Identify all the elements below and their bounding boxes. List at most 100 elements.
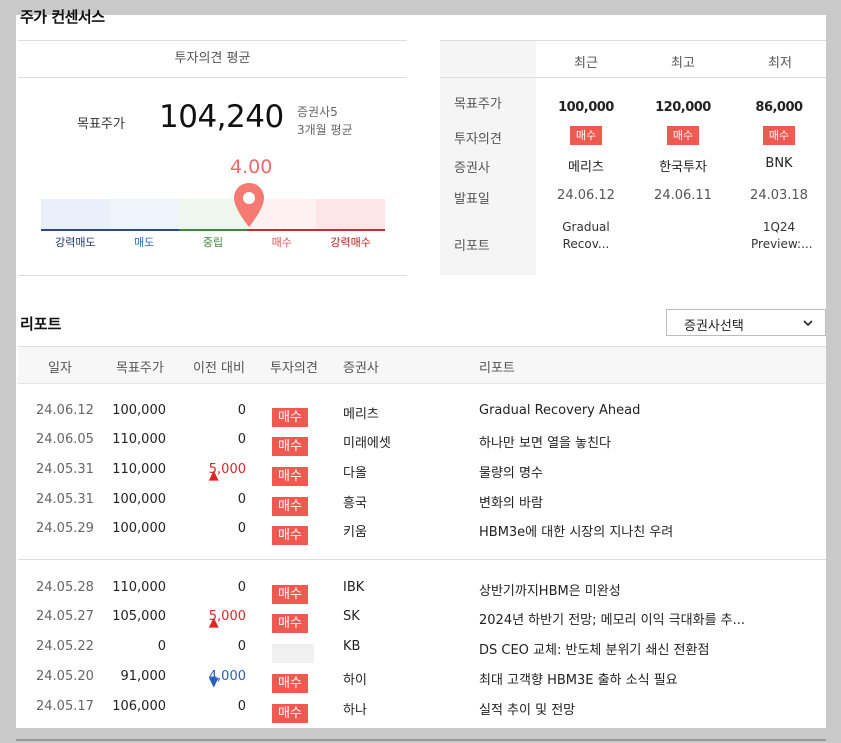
row-date: 24.05.31 bbox=[36, 492, 94, 507]
row-change: 0 bbox=[176, 432, 246, 447]
row-change-value: 0 bbox=[237, 699, 246, 714]
row-target-price: 0 bbox=[157, 639, 166, 654]
table-row[interactable]: 24.05.17 106,000 0 매수 하나 실적 추이 및 전망 bbox=[18, 693, 826, 723]
table-row[interactable]: 24.05.31 100,000 0 매수 흥국 변화의 바람 bbox=[18, 486, 826, 516]
table-row[interactable]: 24.05.31 110,000 ▲ 5,000 매수 다올 물량의 명수 bbox=[18, 456, 826, 486]
high-opinion: 매수 bbox=[635, 126, 731, 145]
row-change-value: 0 bbox=[237, 639, 246, 654]
row-broker: 다올 bbox=[343, 466, 367, 481]
table-row[interactable]: 24.06.05 110,000 0 매수 미래에셋 하나만 보면 열을 놓친다 bbox=[18, 426, 826, 456]
row-label-target: 목표주가 bbox=[454, 97, 502, 112]
reports-title: 리포트 bbox=[20, 315, 62, 333]
row-label-column bbox=[440, 41, 536, 275]
broker-select-value: 증권사선택 bbox=[684, 319, 744, 334]
broker-select-dropdown[interactable]: 증권사선택 bbox=[666, 309, 826, 336]
row-date: 24.05.28 bbox=[36, 580, 94, 595]
row-change-value: 0 bbox=[237, 580, 246, 595]
row-broker: 흥국 bbox=[343, 496, 367, 511]
low-date: 24.03.18 bbox=[750, 188, 808, 203]
table-row[interactable]: 24.05.28 110,000 0 매수 IBK 상반기까지HBM은 미완성 bbox=[18, 574, 826, 604]
opinion-tag: 매수 bbox=[272, 526, 308, 545]
high-date: 24.06.11 bbox=[654, 188, 712, 203]
opinion-average-panel: 투자의견 평균 목표주가 104,240 증권사5 3개월 평균 4.00 강력… bbox=[18, 40, 407, 276]
row-broker: 하나 bbox=[343, 703, 367, 718]
recent-report-link[interactable]: Gradual Recov... bbox=[562, 220, 610, 251]
row-date: 24.06.05 bbox=[36, 432, 94, 447]
row-date: 24.06.12 bbox=[36, 403, 94, 418]
header-report: 리포트 bbox=[479, 361, 515, 376]
average-period: 3개월 평균 bbox=[297, 123, 353, 137]
table-row[interactable]: 24.05.29 100,000 0 매수 키움 HBM3e에 대한 시장의 지나친 우려 bbox=[18, 515, 826, 545]
row-target-price: 106,000 bbox=[112, 699, 166, 714]
brokers-count: 증권사5 bbox=[297, 105, 338, 119]
bottom-border bbox=[16, 739, 826, 741]
header-date: 일자 bbox=[48, 361, 72, 376]
opinion-average-header: 투자의견 평균 bbox=[18, 41, 407, 78]
row-target-price: 110,000 bbox=[112, 462, 166, 477]
page-title: 주가 컨센서스 bbox=[20, 8, 105, 26]
row-date: 24.05.31 bbox=[36, 462, 94, 477]
row-target-price: 105,000 bbox=[112, 609, 166, 624]
header-divider bbox=[440, 77, 826, 78]
opinion-tag: 매수 bbox=[272, 497, 308, 516]
row-broker: 하이 bbox=[343, 673, 367, 688]
row-change-value: 0 bbox=[237, 492, 246, 507]
row-report-link[interactable]: 상반기까지HBM은 미완성 bbox=[479, 584, 621, 599]
low-opinion: 매수 bbox=[731, 126, 827, 145]
low-report-link[interactable]: 1Q24 Preview:... bbox=[751, 220, 813, 251]
header-broker: 증권사 bbox=[343, 361, 379, 376]
opinion-tag: 매수 bbox=[569, 126, 603, 145]
row-report-link[interactable]: 실적 추이 및 전망 bbox=[479, 703, 576, 718]
row-date: 24.05.22 bbox=[36, 639, 94, 654]
row-change-value: 0 bbox=[237, 521, 246, 536]
row-broker: 메리츠 bbox=[343, 407, 379, 422]
target-price-meta: 증권사5 3개월 평균 bbox=[297, 103, 353, 139]
gauge-labels: 강력매도 매도 중립 매수 강력매수 bbox=[41, 234, 385, 250]
column-header-high: 최고 bbox=[671, 56, 695, 71]
opinion-tag: 매수 bbox=[272, 467, 308, 486]
table-row[interactable]: 24.05.22 0 0 KB DS CEO 교체: 반도체 분위기 쇄신 전환점 bbox=[18, 633, 826, 663]
gauge-segment-strong-buy bbox=[316, 199, 385, 231]
row-change: 0 bbox=[176, 492, 246, 507]
row-date: 24.05.27 bbox=[36, 609, 94, 624]
opinion-tag: 매수 bbox=[666, 126, 700, 145]
table-row[interactable]: 24.05.27 105,000 ▲ 5,000 매수 SK 2024년 하반기 전망; 메… bbox=[18, 603, 826, 633]
row-report-link[interactable]: DS CEO 교체: 반도체 분위기 쇄신 전환점 bbox=[479, 643, 710, 658]
row-report-link[interactable]: 물량의 명수 bbox=[479, 466, 543, 481]
opinion-tag: 매수 bbox=[272, 437, 308, 456]
row-target-price: 100,000 bbox=[112, 492, 166, 507]
row-broker: 미래에셋 bbox=[343, 436, 391, 451]
row-date: 24.05.29 bbox=[36, 521, 94, 536]
chevron-down-icon bbox=[803, 320, 813, 327]
reports-table-header: 일자 목표주가 이전 대비 투자의견 증권사 리포트 bbox=[18, 346, 826, 384]
recent-high-low-panel: 목표주가 투자의견 증권사 발표일 리포트 최근 최고 최저 100,000 1… bbox=[440, 40, 826, 275]
row-report-link[interactable]: Gradual Recovery Ahead bbox=[479, 403, 641, 418]
row-target-price: 100,000 bbox=[112, 521, 166, 536]
row-report-link[interactable]: 변화의 바람 bbox=[479, 496, 543, 511]
row-change: ▲ 5,000 bbox=[176, 462, 246, 483]
column-header-low: 최저 bbox=[768, 56, 792, 71]
row-change: 0 bbox=[176, 639, 246, 654]
map-pin-icon bbox=[234, 183, 264, 227]
row-report-link[interactable]: 2024년 하반기 전망; 메모리 이익 극대화를 추... bbox=[479, 613, 746, 628]
gauge-segment-sell bbox=[109, 199, 179, 231]
table-row[interactable]: 24.05.20 91,000 ▼ 4,000 매수 하이 최대 고객향 HBM3E 출하 … bbox=[18, 663, 826, 693]
up-triangle-icon: ▲ bbox=[208, 468, 219, 483]
down-triangle-icon: ▼ bbox=[208, 675, 219, 690]
opinion-tag: 매수 bbox=[762, 126, 796, 145]
header-change: 이전 대비 bbox=[193, 361, 245, 376]
table-row[interactable]: 24.06.12 100,000 0 매수 메리츠 Gradual Recovery Ah… bbox=[18, 397, 826, 427]
opinion-tag: 매수 bbox=[272, 614, 308, 633]
row-broker: 키움 bbox=[343, 525, 367, 540]
opinion-gauge bbox=[41, 199, 385, 231]
row-report-link[interactable]: HBM3e에 대한 시장의 지나친 우려 bbox=[479, 525, 674, 540]
row-label-opinion: 투자의견 bbox=[454, 132, 502, 147]
header-opinion: 투자의견 bbox=[270, 361, 318, 376]
gauge-label-neutral: 중립 bbox=[202, 236, 224, 249]
row-report-link[interactable]: 최대 고객향 HBM3E 출하 소식 필요 bbox=[479, 673, 678, 688]
row-date: 24.05.17 bbox=[36, 699, 94, 714]
header-target: 목표주가 bbox=[116, 361, 164, 376]
row-change-value: 4,000 bbox=[208, 669, 246, 684]
row-date: 24.05.20 bbox=[36, 669, 94, 684]
row-report-link[interactable]: 하나만 보면 열을 놓친다 bbox=[479, 436, 611, 451]
